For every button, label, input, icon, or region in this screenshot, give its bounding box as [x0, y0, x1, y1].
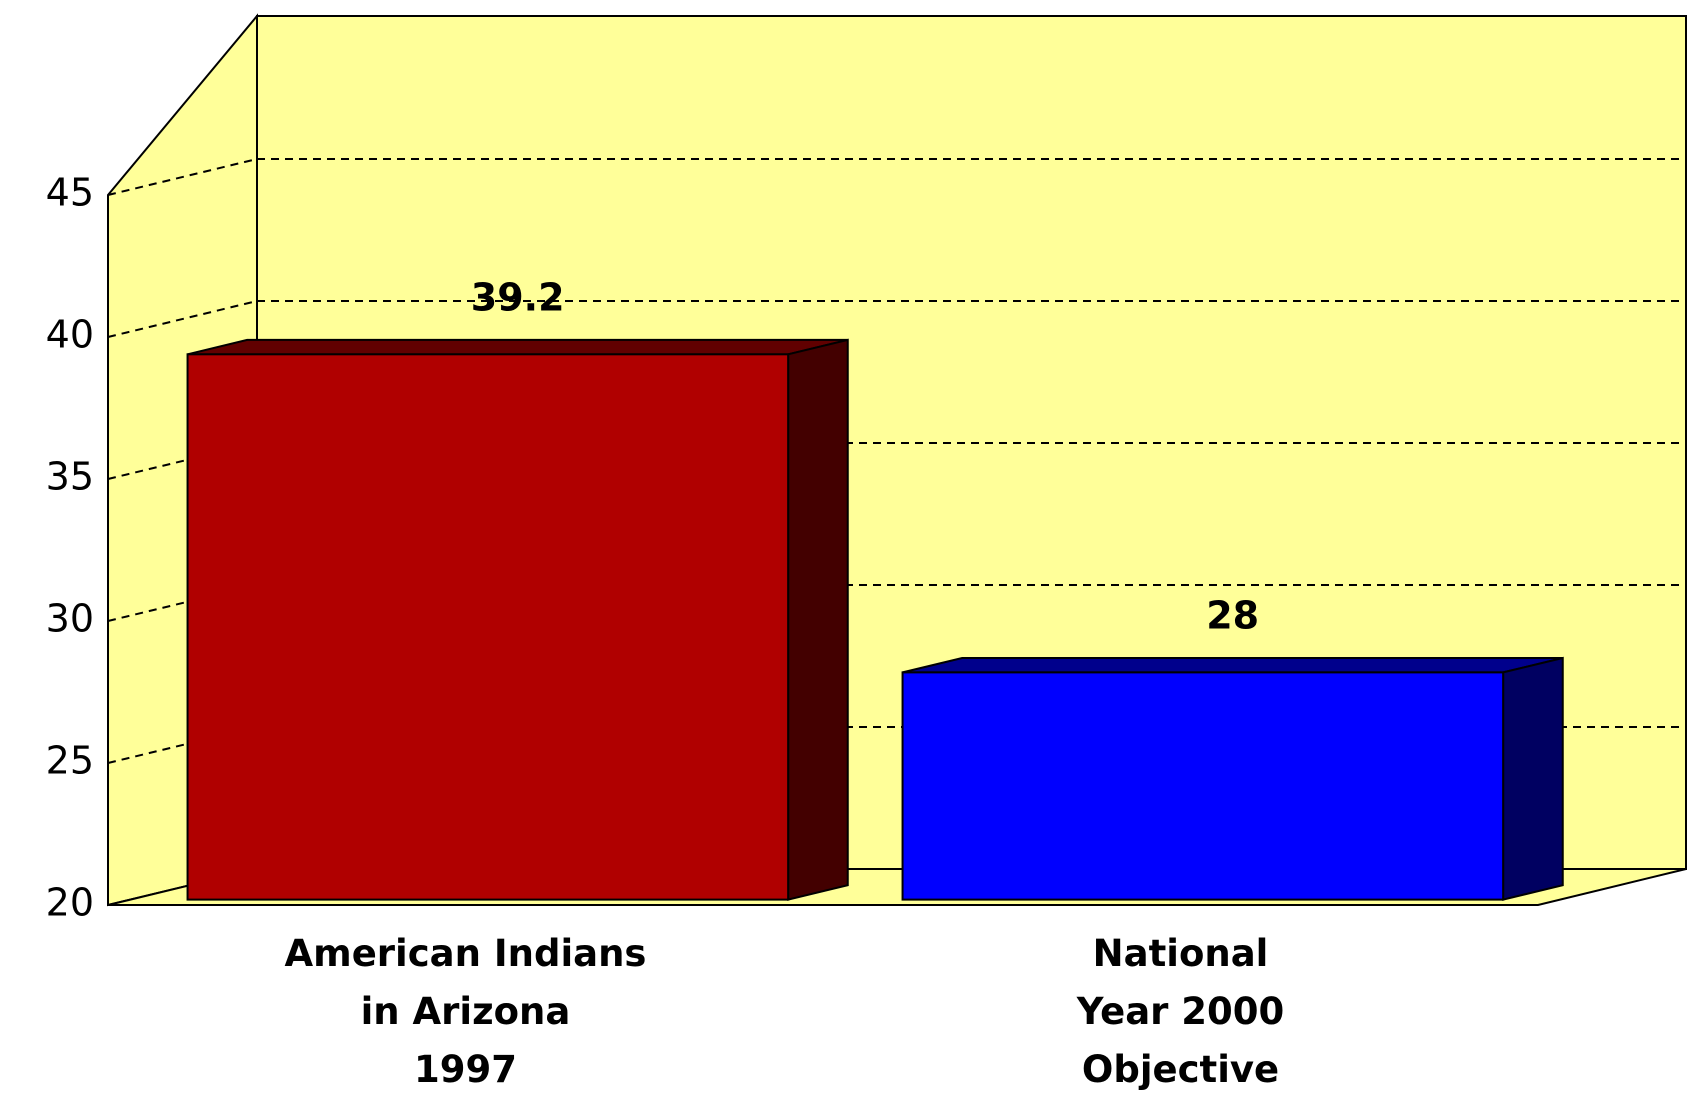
x-tick-label: American Indians in Arizona 1997: [284, 932, 647, 1091]
x-tick-label: National Year 2000 Objective: [1076, 932, 1285, 1091]
y-tick-label: 20: [46, 881, 94, 925]
value-label: 28: [1206, 594, 1259, 638]
bar-side: [1502, 656, 1564, 901]
grid-line: [107, 300, 258, 338]
bar: [901, 671, 1505, 901]
y-tick-label: 30: [46, 597, 94, 641]
bar-top: [187, 338, 848, 356]
bar-top: [902, 657, 1563, 674]
grid-line: [107, 158, 258, 196]
y-tick-label: 45: [46, 171, 94, 215]
bar-side: [787, 338, 849, 901]
y-tick-label: 35: [46, 455, 94, 499]
value-label: 39.2: [471, 275, 565, 319]
y-tick-label: 40: [46, 313, 94, 357]
bar: [186, 353, 790, 901]
y-tick-label: 25: [46, 739, 94, 783]
